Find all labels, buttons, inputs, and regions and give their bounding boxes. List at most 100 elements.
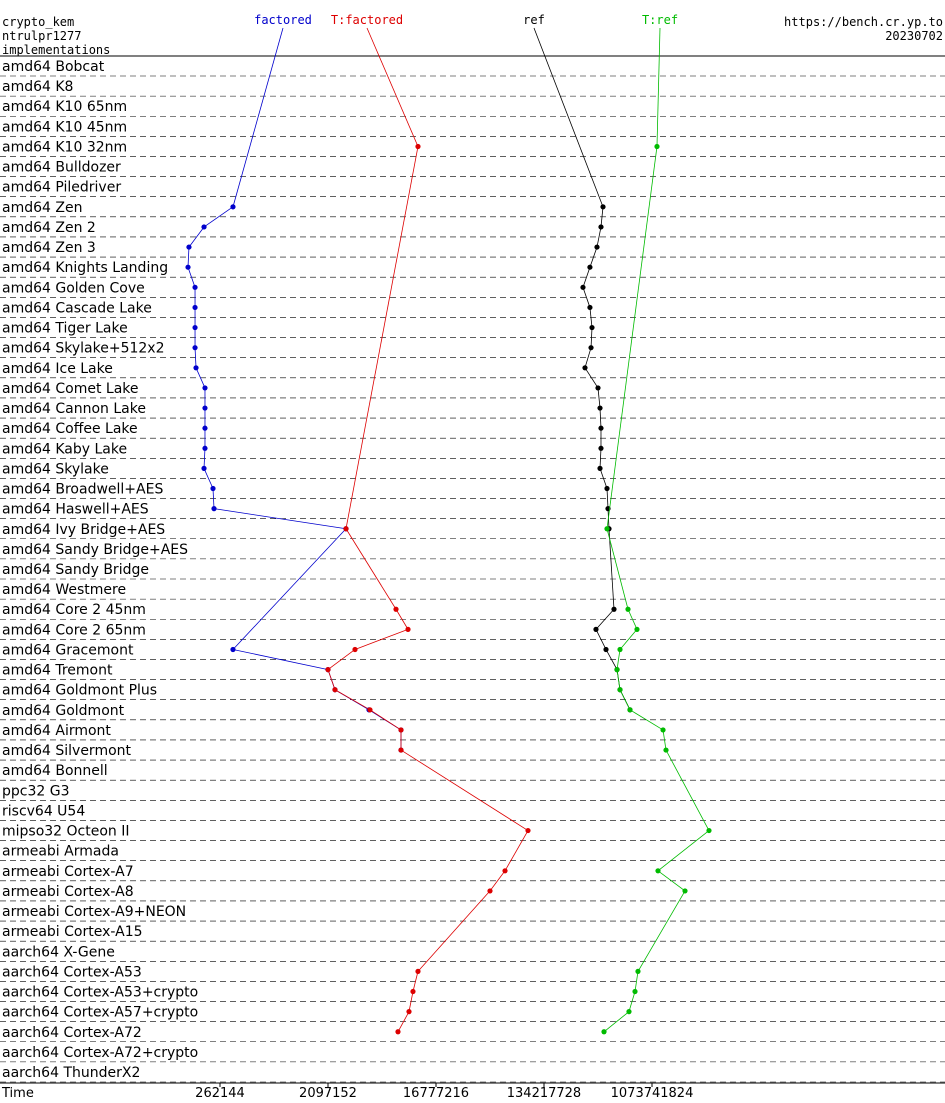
- series-segment: [599, 408, 602, 429]
- legend-leader: [656, 27, 661, 147]
- point: [352, 646, 358, 653]
- series-segment: [187, 267, 196, 288]
- row-label: armeabi Cortex-A7: [2, 864, 134, 880]
- row-label: amd64 Coffee Lake: [2, 421, 138, 437]
- point: [202, 445, 208, 451]
- row-label: amd64 Piledriver: [2, 180, 121, 196]
- source: https://bench.cr.yp.to: [784, 15, 943, 29]
- row-label: amd64 Sandy Bridge: [2, 562, 149, 578]
- point: [595, 385, 601, 391]
- row-label: amd64 Cascade Lake: [2, 300, 152, 316]
- row-label: amd64 K10 65nm: [2, 99, 127, 115]
- row-label: amd64 Broadwell+AES: [2, 482, 163, 498]
- series-segment: [395, 609, 409, 630]
- point: [393, 606, 399, 612]
- row-label: amd64 Gracemont: [2, 642, 134, 658]
- point: [626, 1009, 632, 1015]
- series-segment: [203, 448, 206, 469]
- point: [202, 425, 208, 431]
- series-segment: [345, 146, 419, 529]
- point: [398, 727, 404, 733]
- series-segment: [606, 488, 609, 509]
- row-label: amd64 Bobcat: [2, 59, 105, 75]
- legend-leader: [533, 27, 604, 207]
- series-segment: [597, 387, 601, 409]
- series-segment: [187, 247, 190, 268]
- series-segment: [589, 307, 593, 328]
- point: [598, 224, 604, 230]
- row-label: armeabi Cortex-A15: [2, 924, 143, 940]
- point: [632, 988, 638, 995]
- row-label: amd64 Zen 2: [2, 220, 96, 236]
- series-segment: [504, 830, 529, 871]
- series-segment: [606, 146, 658, 529]
- row-label: aarch64 Cortex-A72: [2, 1025, 142, 1041]
- point: [603, 646, 609, 653]
- point: [415, 968, 421, 975]
- point: [192, 304, 198, 311]
- series-segment: [589, 246, 598, 268]
- series-segment: [584, 347, 592, 368]
- x-axis-label: Time: [1, 1086, 34, 1101]
- point: [625, 606, 631, 612]
- point: [635, 968, 641, 975]
- series-segment: [584, 367, 599, 389]
- row-label: amd64 Westmere: [2, 582, 126, 598]
- row-label: amd64 Tremont: [2, 663, 113, 679]
- series-segment: [188, 226, 205, 248]
- row-label: amd64 Skylake: [2, 461, 109, 477]
- series-segment: [605, 649, 618, 670]
- legend-label: ref: [523, 13, 545, 27]
- point: [617, 687, 623, 693]
- series-segment: [400, 749, 529, 831]
- series-segment: [489, 870, 506, 892]
- series-segment: [603, 1011, 630, 1033]
- row-label: armeabi Armada: [2, 844, 119, 860]
- title-line: ntrulpr1277: [2, 29, 81, 43]
- row-label: amd64 K10 45nm: [2, 119, 127, 135]
- row-label: amd64 Kaby Lake: [2, 441, 127, 457]
- series-segment: [232, 528, 347, 650]
- date: 20230702: [885, 29, 943, 43]
- point: [660, 727, 666, 733]
- point: [587, 304, 593, 311]
- series-segment: [608, 528, 615, 610]
- series-segment: [203, 206, 234, 228]
- row-label: amd64 Sandy Bridge+AES: [2, 542, 188, 558]
- row-label: riscv64 U54: [2, 803, 85, 819]
- series-segment: [595, 629, 607, 650]
- row-label: amd64 Tiger Lake: [2, 321, 128, 337]
- series-segment: [195, 367, 206, 389]
- point: [487, 888, 493, 894]
- series-segment: [599, 448, 602, 469]
- point: [367, 707, 373, 713]
- row-label: amd64 Zen 3: [2, 240, 96, 256]
- point: [415, 143, 421, 150]
- point: [525, 827, 531, 834]
- series-segment: [194, 347, 197, 368]
- point: [682, 888, 688, 894]
- series-segment: [232, 649, 329, 670]
- row-label: amd64 Bonnell: [2, 763, 108, 779]
- point: [202, 385, 208, 391]
- point: [211, 506, 217, 512]
- series-segment: [616, 649, 621, 670]
- row-label: aarch64 Cortex-A72+crypto: [2, 1045, 198, 1061]
- series-segment: [600, 206, 604, 227]
- point: [398, 747, 404, 753]
- y-axis-label: implementations: [2, 43, 110, 57]
- row-label: aarch64 Cortex-A57+crypto: [2, 1005, 198, 1021]
- point: [405, 626, 411, 632]
- point: [192, 284, 198, 290]
- point: [597, 465, 603, 471]
- row-label: amd64 Ivy Bridge+AES: [2, 522, 165, 538]
- series-segment: [657, 830, 710, 872]
- point: [589, 324, 595, 331]
- row-label: amd64 Knights Landing: [2, 260, 168, 276]
- x-tick-label: 16777216: [403, 1086, 469, 1101]
- legend-label: factored: [254, 13, 312, 27]
- series-segment: [345, 528, 397, 610]
- point: [192, 345, 198, 351]
- point: [600, 204, 606, 210]
